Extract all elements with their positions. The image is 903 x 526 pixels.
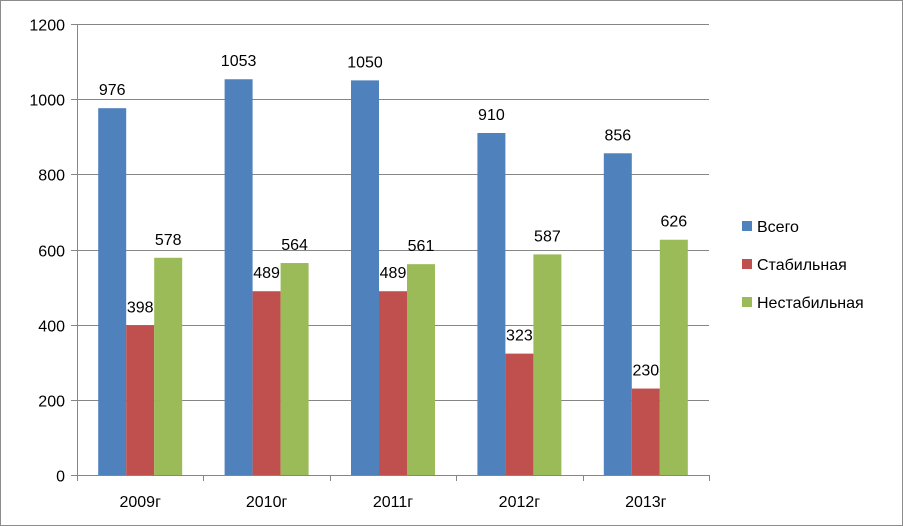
bar-unstable [154, 257, 183, 475]
bar-total [351, 80, 379, 475]
x-tick-label: 2009г [119, 494, 161, 511]
y-tick-label: 200 [38, 394, 65, 411]
bar-unstable [280, 263, 309, 475]
bar-value-label: 856 [604, 127, 631, 144]
bar-value-label: 910 [478, 107, 505, 124]
bar-stable [252, 291, 281, 475]
bar-value-label: 1053 [221, 53, 257, 70]
legend-swatch [742, 297, 752, 307]
y-tick-label: 800 [38, 168, 65, 185]
legend-label: Нестабильная [757, 295, 864, 312]
y-tick-label: 1200 [29, 18, 65, 35]
bar-unstable [659, 239, 688, 475]
bar-value-label: 626 [660, 214, 687, 231]
x-tick-label: 2010г [246, 494, 288, 511]
legend-label: Всего [757, 219, 799, 236]
y-tick-label: 400 [38, 319, 65, 336]
legend-label: Стабильная [757, 257, 847, 274]
x-tick-label: 2011г [373, 494, 413, 511]
y-tick-label: 0 [56, 469, 65, 486]
bar-total [603, 153, 632, 475]
bar-value-label: 578 [155, 232, 182, 249]
axes: 0 200 400 600 800 1000 1200 2009г 2010г 2011г 2012… [29, 18, 710, 511]
gridlines [77, 24, 709, 401]
bar-value-label: 398 [127, 299, 154, 316]
bar-value-label: 489 [380, 265, 407, 282]
bar-value-label: 587 [534, 228, 561, 245]
bar-value-label: 1050 [347, 54, 383, 71]
bar-value-label: 489 [253, 265, 280, 282]
legend: Всего Стабильная Нестабильная [742, 219, 864, 312]
legend-swatch [742, 221, 752, 231]
x-tick-label: 2013г [625, 494, 667, 511]
bar-value-label: 323 [506, 328, 533, 345]
bar-unstable [407, 264, 435, 475]
bar-unstable [533, 254, 562, 475]
x-tick-label: 2012г [499, 494, 541, 511]
bar-value-label: 230 [632, 363, 659, 380]
y-tick-label: 600 [38, 244, 65, 261]
bar-stable [505, 353, 534, 475]
bar-total [224, 79, 253, 475]
bar-value-label: 561 [408, 238, 435, 255]
y-tick-label: 1000 [29, 93, 65, 110]
legend-swatch [742, 259, 752, 269]
data-labels: 9763985781053489564105048956191032358785… [99, 53, 687, 379]
bar-total [477, 132, 506, 475]
bar-value-label: 976 [99, 82, 126, 99]
bar-stable [379, 291, 407, 475]
bar-stable [631, 388, 660, 475]
bars [98, 79, 688, 475]
bar-total [98, 108, 127, 475]
bar-value-label: 564 [281, 237, 308, 254]
bar-stable [126, 325, 155, 475]
